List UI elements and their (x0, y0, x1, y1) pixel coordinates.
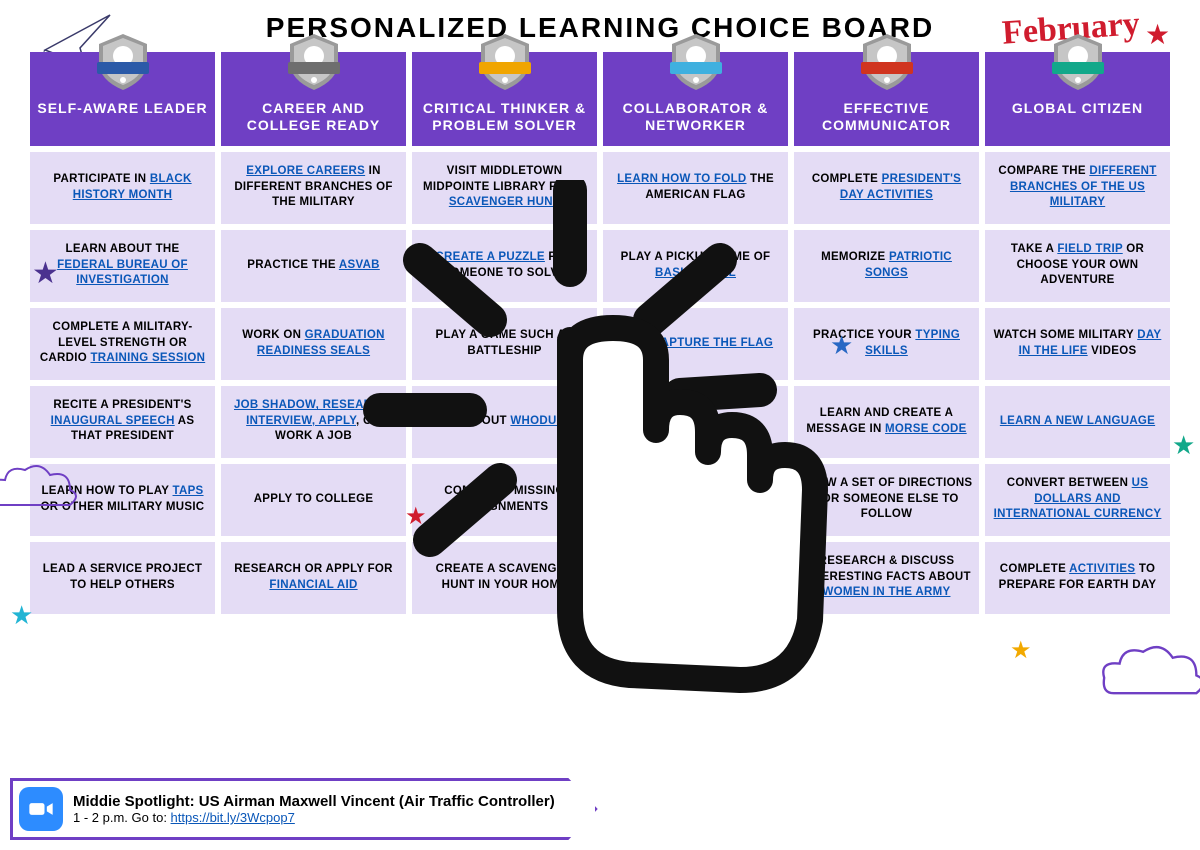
activity-cell[interactable]: VISIT MIDDLETOWN MIDPOINTE LIBRARY FOR A… (412, 152, 597, 224)
column-label: EFFECTIVE COMMUNICATOR (822, 100, 951, 133)
zoom-icon (19, 787, 63, 831)
activity-cell[interactable]: MEMORIZE PATRIOTIC SONGS (794, 230, 979, 302)
activity-link[interactable]: TRAINING SESSION (90, 352, 205, 364)
activity-cell[interactable]: COMPLETE PRESIDENT'S DAY ACTIVITIES (794, 152, 979, 224)
activity-link[interactable]: FIELD TRIP (1057, 243, 1122, 255)
spotlight-bar: Middie Spotlight: US Airman Maxwell Vinc… (10, 778, 598, 840)
activity-link[interactable]: FEDERAL BUREAU OF INVESTIGATION (57, 259, 188, 287)
column-header: EFFECTIVE COMMUNICATOR (794, 52, 979, 146)
column-header: CRITICAL THINKER & PROBLEM SOLVER (412, 52, 597, 146)
activity-cell[interactable]: LEAD A SERVICE PROJECT TO HELP OTHERS (30, 542, 215, 614)
cloud-icon (0, 460, 80, 515)
activity-link[interactable]: EXPLORE CAREERS (246, 165, 365, 177)
badge-icon (1048, 32, 1108, 92)
activity-cell[interactable]: RESEARCH OR APPLY FOR FINANCIAL AID (221, 542, 406, 614)
activity-link[interactable]: MORSE CODE (885, 423, 967, 435)
activity-link[interactable]: LEARN HOW TO FOLD (617, 173, 746, 185)
activity-cell[interactable]: CREATE A SCAVENGER HUNT IN YOUR HOME (412, 542, 597, 614)
activity-cell[interactable]: WATCH SOME MILITARY DAY IN THE LIFE VIDE… (985, 308, 1170, 380)
activity-cell[interactable]: COMPARE THE DIFFERENT BRANCHES OF THE US… (985, 152, 1170, 224)
column-label: CAREER AND COLLEGE READY (247, 100, 381, 133)
activity-cell[interactable]: DRAW A SET OF DIRECTIONS FOR SOMEONE ELS… (794, 464, 979, 536)
activity-cell[interactable]: FIGURE OUT WHODUNIT (412, 386, 597, 458)
star-icon: ★ (405, 502, 427, 531)
activity-cell[interactable]: APPLY TO COLLEGE (221, 464, 406, 536)
badge-icon (284, 32, 344, 92)
cloud-icon (1100, 640, 1200, 705)
activity-cell[interactable]: PLAY A PICKUP GAME OF BASKETBALL (603, 230, 788, 302)
activity-cell[interactable]: EXPLORE CAREERS IN DIFFERENT BRANCHES OF… (221, 152, 406, 224)
activity-cell[interactable]: LEARN A NEW LANGUAGE (985, 386, 1170, 458)
spotlight-subtitle: 1 - 2 p.m. Go to: https://bit.ly/3Wcpop7 (73, 810, 555, 825)
star-icon: ★ (1010, 636, 1032, 665)
activity-cell[interactable]: PRACTICE YOUR TYPING SKILLS (794, 308, 979, 380)
activity-cell[interactable]: JOB SHADOW, RESEARCH, INTERVIEW, APPLY, … (221, 386, 406, 458)
column-label: CRITICAL THINKER & PROBLEM SOLVER (423, 100, 586, 133)
column-header: COLLABORATOR & NETWORKER (603, 52, 788, 146)
column-label: GLOBAL CITIZEN (1012, 100, 1143, 116)
activity-cell[interactable]: LEARN AND CREATE A MESSAGE IN MORSE CODE (794, 386, 979, 458)
activity-cell[interactable]: PLAY A GAME SUCH AS BATTLESHIP (412, 308, 597, 380)
activity-cell[interactable]: COMPLETE A MILITARY-LEVEL STRENGTH OR CA… (30, 308, 215, 380)
activity-link[interactable]: SCAVENGER HUNT (449, 196, 560, 208)
activity-link[interactable]: WHODUNIT (510, 415, 576, 427)
badge-icon (666, 32, 726, 92)
activity-link[interactable]: BASKETBALL (655, 267, 736, 279)
activity-cell[interactable]: CREATE A PUZZLE FOR SOMEONE TO SOLVE (412, 230, 597, 302)
choice-board: SELF-AWARE LEADER CAREER AND COLLEGE REA… (0, 52, 1200, 614)
activity-cell[interactable]: TAKE A FIELD TRIP OR CHOOSE YOUR OWN ADV… (985, 230, 1170, 302)
activity-link[interactable]: INAUGURAL SPEECH (51, 415, 175, 427)
activity-cell[interactable]: COOK RECIPES WITH YOUR FAMILY (603, 542, 788, 614)
activity-cell[interactable]: COMPLETE ACTIVITIES TO PREPARE FOR EARTH… (985, 542, 1170, 614)
activity-cell[interactable]: RECITE A PRESIDENT'S INAUGURAL SPEECH AS… (30, 386, 215, 458)
spotlight-title: Middie Spotlight: US Airman Maxwell Vinc… (73, 793, 555, 810)
activity-link[interactable]: ACTIVITIES (1069, 563, 1135, 575)
star-icon: ★ (32, 256, 59, 291)
star-icon: ★ (1145, 18, 1170, 51)
activity-link[interactable]: TAPS (173, 485, 204, 497)
activity-link[interactable]: FINANCIAL AID (269, 579, 357, 591)
badge-icon (475, 32, 535, 92)
activity-link[interactable]: ASVAB (339, 259, 380, 271)
star-icon: ★ (1172, 430, 1195, 461)
column-header: GLOBAL CITIZEN (985, 52, 1170, 146)
activity-cell[interactable] (603, 464, 788, 536)
activity-cell[interactable]: PARTICIPATE IN BLACK HISTORY MONTH (30, 152, 215, 224)
star-icon: ★ (830, 330, 853, 361)
activity-link[interactable]: CAPTURE THE FLAG (652, 337, 773, 349)
activity-cell[interactable] (603, 386, 788, 458)
activity-link[interactable]: CREATE A PUZZLE (435, 251, 545, 263)
activity-cell[interactable]: RESEARCH & DISCUSS INTERESTING FACTS ABO… (794, 542, 979, 614)
column-header: SELF-AWARE LEADER (30, 52, 215, 146)
column-header: CAREER AND COLLEGE READY (221, 52, 406, 146)
activity-cell[interactable]: PRACTICE THE ASVAB (221, 230, 406, 302)
activity-cell[interactable]: WORK ON GRADUATION READINESS SEALS (221, 308, 406, 380)
badge-icon (93, 32, 153, 92)
activity-link[interactable]: LEARN A NEW LANGUAGE (1000, 415, 1155, 427)
activity-cell[interactable]: PLAY CAPTURE THE FLAG (603, 308, 788, 380)
column-label: SELF-AWARE LEADER (37, 100, 207, 116)
activity-link[interactable]: WOMEN IN THE ARMY (823, 586, 951, 598)
activity-cell[interactable]: COMPLETE MISSING ASSIGNMENTS (412, 464, 597, 536)
star-icon: ★ (10, 600, 33, 631)
badge-icon (857, 32, 917, 92)
column-label: COLLABORATOR & NETWORKER (623, 100, 769, 133)
spotlight-link[interactable]: https://bit.ly/3Wcpop7 (171, 810, 295, 825)
activity-cell[interactable]: LEARN HOW TO FOLD THE AMERICAN FLAG (603, 152, 788, 224)
activity-cell[interactable]: CONVERT BETWEEN US DOLLARS AND INTERNATI… (985, 464, 1170, 536)
